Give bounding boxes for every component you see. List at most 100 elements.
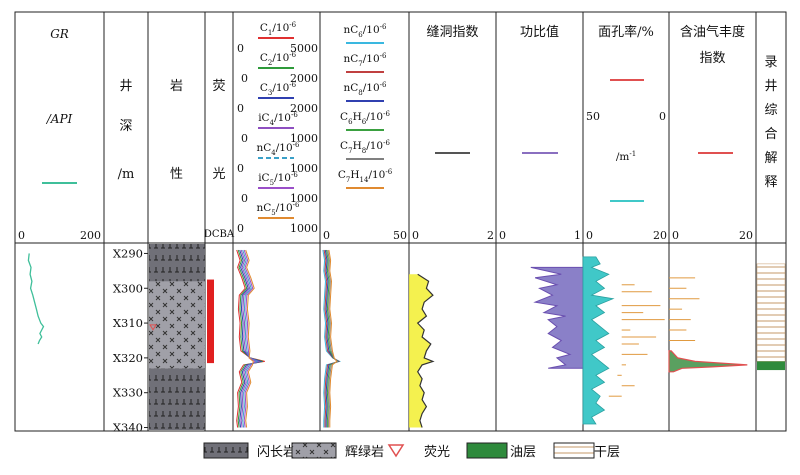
gas1-legend-min-2: 0 <box>237 102 244 115</box>
fracture-density-title: /m-1 <box>616 150 636 163</box>
porosity-fill <box>582 256 615 425</box>
oilgas-scale-min: 0 <box>672 229 679 242</box>
legend-swatch-oil-layer <box>466 442 508 459</box>
gas1-legend-max-1: 2000 <box>290 72 318 85</box>
gr-title: GR <box>50 27 69 41</box>
interp-title-5: 释 <box>764 175 777 190</box>
legend-swatch-diorite <box>203 442 249 459</box>
legend-label-fluorescence: 荧光 <box>424 445 450 460</box>
gr-scale-min: 0 <box>18 229 25 242</box>
interp-title-1: 井 <box>764 79 777 94</box>
lithology-title-1: 性 <box>170 167 183 182</box>
gas1-legend-min-0: 0 <box>237 42 244 55</box>
gas2-scale-max: 50 <box>393 229 407 242</box>
fracture-fill <box>409 274 433 428</box>
oilgas-title-1: 指数 <box>699 51 725 66</box>
depth-title-2: /m <box>118 167 135 182</box>
gas2-curve-5 <box>328 249 338 428</box>
interp-title-0: 录 <box>764 55 777 70</box>
gas1-legend-max-0: 5000 <box>290 42 318 55</box>
fracture-scale-max: 2 <box>487 229 494 242</box>
depth-tick-0: X290 <box>113 246 143 260</box>
gas1-curve-4 <box>242 249 259 428</box>
legend-label-diabase: 辉绿岩 <box>345 445 384 460</box>
interp-title-2: 综 <box>764 103 777 118</box>
gas1-legend-max-5: 1000 <box>290 192 318 205</box>
gas1-legend-max-3: 1000 <box>290 132 318 145</box>
depth-title-1: 深 <box>119 119 132 134</box>
gas1-legend-label-6: nC5/10-6 <box>257 201 301 217</box>
interp-oil-layer <box>757 361 785 371</box>
gas2-curve-2 <box>324 249 340 428</box>
legend-label-oil-layer: 油层 <box>510 445 536 460</box>
interp-dry-layer <box>756 263 786 362</box>
gas1-legend-max-4: 1000 <box>290 162 318 175</box>
lithology-diabase <box>149 281 205 369</box>
gas1-legend-min-5: 0 <box>241 192 248 205</box>
gas1-curve-1 <box>237 249 264 428</box>
gas1-legend-max-6: 1000 <box>290 222 318 235</box>
oilgas-fill <box>668 350 748 373</box>
gas1-legend-label-4: nC4/10-6 <box>257 141 301 157</box>
fluor-title-0: 荧 <box>212 79 225 94</box>
porosity-scale-left: 50 <box>586 110 600 123</box>
gas2-legend-label-3: C6H6/10-6 <box>340 110 390 126</box>
porosity-title: 面孔率/% <box>598 24 654 40</box>
frame <box>14 11 787 432</box>
power-scale-min: 0 <box>499 229 506 242</box>
gr-scale-max: 200 <box>80 229 101 242</box>
legend-label-diorite: 闪长岩 <box>257 445 296 460</box>
legend-swatch-diabase <box>291 442 337 459</box>
oilgas-title-0: 含油气丰度 <box>680 24 745 40</box>
gas1-legend-min-6: 0 <box>237 222 244 235</box>
power-fill <box>530 266 584 369</box>
legend-swatch-fluorescence <box>387 444 405 458</box>
oilgas-scale-max: 20 <box>739 229 753 242</box>
depth-tick-3: X320 <box>113 351 143 365</box>
fluor-scale: DCBA <box>204 229 235 240</box>
fracture-scale-min: 0 <box>412 229 419 242</box>
gas1-legend-label-0: C1/10-6 <box>260 21 297 37</box>
legend-label-dry-layer: 干层 <box>594 445 620 460</box>
depth-tick-5: X340 <box>113 421 143 435</box>
gas2-legend-label-1: nC7/10-6 <box>344 52 388 68</box>
lithology-diorite-bottom <box>149 368 205 430</box>
gas2-scale-min: 0 <box>323 229 330 242</box>
porosity-scale-right: 0 <box>659 110 666 123</box>
gas2-curve-4 <box>327 249 339 428</box>
interp-title-3: 合 <box>764 127 777 142</box>
gas1-curve-5 <box>243 249 257 428</box>
lithology-title-0: 岩 <box>170 79 183 94</box>
power-scale-max: 1 <box>574 229 581 242</box>
gas1-legend-min-1: 0 <box>241 72 248 85</box>
gas1-legend-min-4: 0 <box>237 162 244 175</box>
gas1-curve-6 <box>245 249 255 428</box>
depth-title-0: 井 <box>119 79 132 94</box>
fluorescence-bar <box>207 279 214 364</box>
lithology-diorite-top <box>149 244 205 283</box>
gas1-legend-label-3: iC4/10-6 <box>258 111 298 127</box>
gas1-legend-min-3: 0 <box>241 132 248 145</box>
gas1-curve-2 <box>239 249 263 428</box>
gas1-legend-label-2: C3/10-6 <box>260 81 297 97</box>
porosity-scale-max: 20 <box>653 229 667 242</box>
power-title: 功比值 <box>520 24 559 40</box>
interp-title-4: 解 <box>764 151 777 166</box>
fluor-title-1: 光 <box>212 167 225 182</box>
gas2-curve-0 <box>322 249 342 428</box>
gas1-legend-max-2: 2000 <box>290 102 318 115</box>
gas2-legend-label-5: C7H14/10-6 <box>338 168 393 184</box>
legend-swatch-dry-layer <box>553 442 595 459</box>
depth-tick-1: X300 <box>113 281 143 295</box>
porosity-scale-min: 0 <box>586 229 593 242</box>
gas2-curve-3 <box>326 249 339 428</box>
depth-tick-4: X330 <box>113 386 143 400</box>
fracture-title: 缝洞指数 <box>426 25 478 40</box>
gr-curve <box>27 253 45 345</box>
bottom-legend: 闪长岩 辉绿岩 荧光 油层 干层 <box>203 442 620 460</box>
gas2-legend-label-2: nC8/10-6 <box>344 81 388 97</box>
gas2-legend-label-0: nC6/10-6 <box>344 23 388 39</box>
fluorescence-marker <box>149 324 157 331</box>
